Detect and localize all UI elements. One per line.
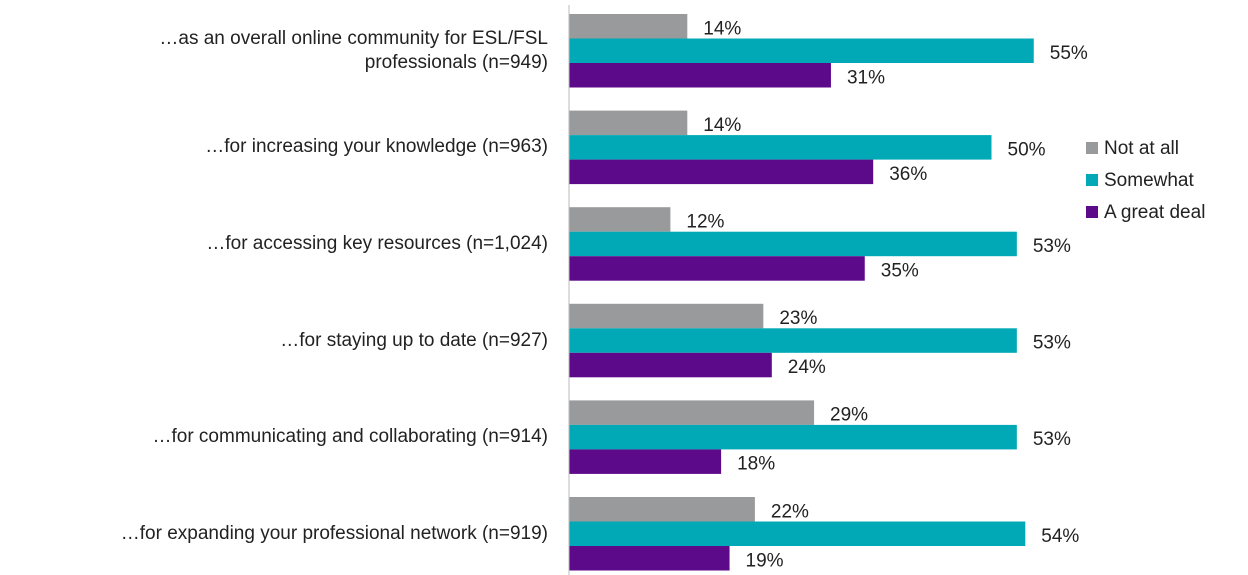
bar	[569, 63, 831, 88]
data-label: 50%	[1008, 139, 1046, 160]
data-label: 53%	[1033, 333, 1071, 354]
data-label: 29%	[830, 405, 868, 426]
category-label: …for accessing key resources (n=1,024)	[206, 232, 548, 254]
legend-label: Not at all	[1104, 138, 1179, 159]
category-label: …for communicating and collaborating (n=…	[152, 426, 548, 448]
category-label: …for staying up to date (n=927)	[280, 329, 548, 351]
bar	[569, 352, 772, 378]
data-label: 55%	[1050, 43, 1088, 64]
bar	[569, 424, 1017, 450]
legend-swatch	[1086, 206, 1098, 218]
data-label: 31%	[847, 67, 885, 88]
data-label: 22%	[771, 501, 809, 522]
bar	[569, 38, 1034, 63]
bar	[569, 449, 722, 474]
bar	[569, 400, 815, 425]
bar	[569, 497, 755, 522]
legend-swatch	[1086, 142, 1098, 154]
legend-swatch	[1086, 174, 1098, 186]
data-label: 14%	[703, 18, 741, 39]
data-label: 19%	[746, 550, 784, 571]
data-label: 14%	[703, 115, 741, 136]
data-label: 24%	[788, 357, 826, 378]
bar	[569, 231, 1017, 257]
legend-label: Somewhat	[1104, 170, 1194, 191]
data-label: 54%	[1041, 526, 1079, 547]
bar	[569, 521, 1026, 546]
bar	[569, 256, 865, 281]
bar	[569, 135, 992, 160]
data-label: 36%	[889, 164, 927, 185]
bar	[569, 207, 671, 232]
data-label: 35%	[881, 260, 919, 281]
bar	[569, 546, 730, 571]
data-label: 53%	[1033, 236, 1071, 257]
data-label: 53%	[1033, 429, 1071, 450]
bar	[569, 328, 1017, 353]
data-label: 12%	[686, 211, 724, 232]
category-label: …as an overall online community for ESL/…	[159, 27, 548, 73]
bar	[569, 159, 874, 185]
bar	[569, 110, 688, 136]
bar	[569, 303, 764, 329]
category-label: …for increasing your knowledge (n=963)	[205, 136, 548, 158]
category-label: …for expanding your professional network…	[120, 522, 548, 544]
legend-label: A great deal	[1104, 202, 1205, 223]
bar	[569, 14, 688, 39]
data-label: 18%	[737, 454, 775, 475]
data-label: 23%	[779, 308, 817, 329]
